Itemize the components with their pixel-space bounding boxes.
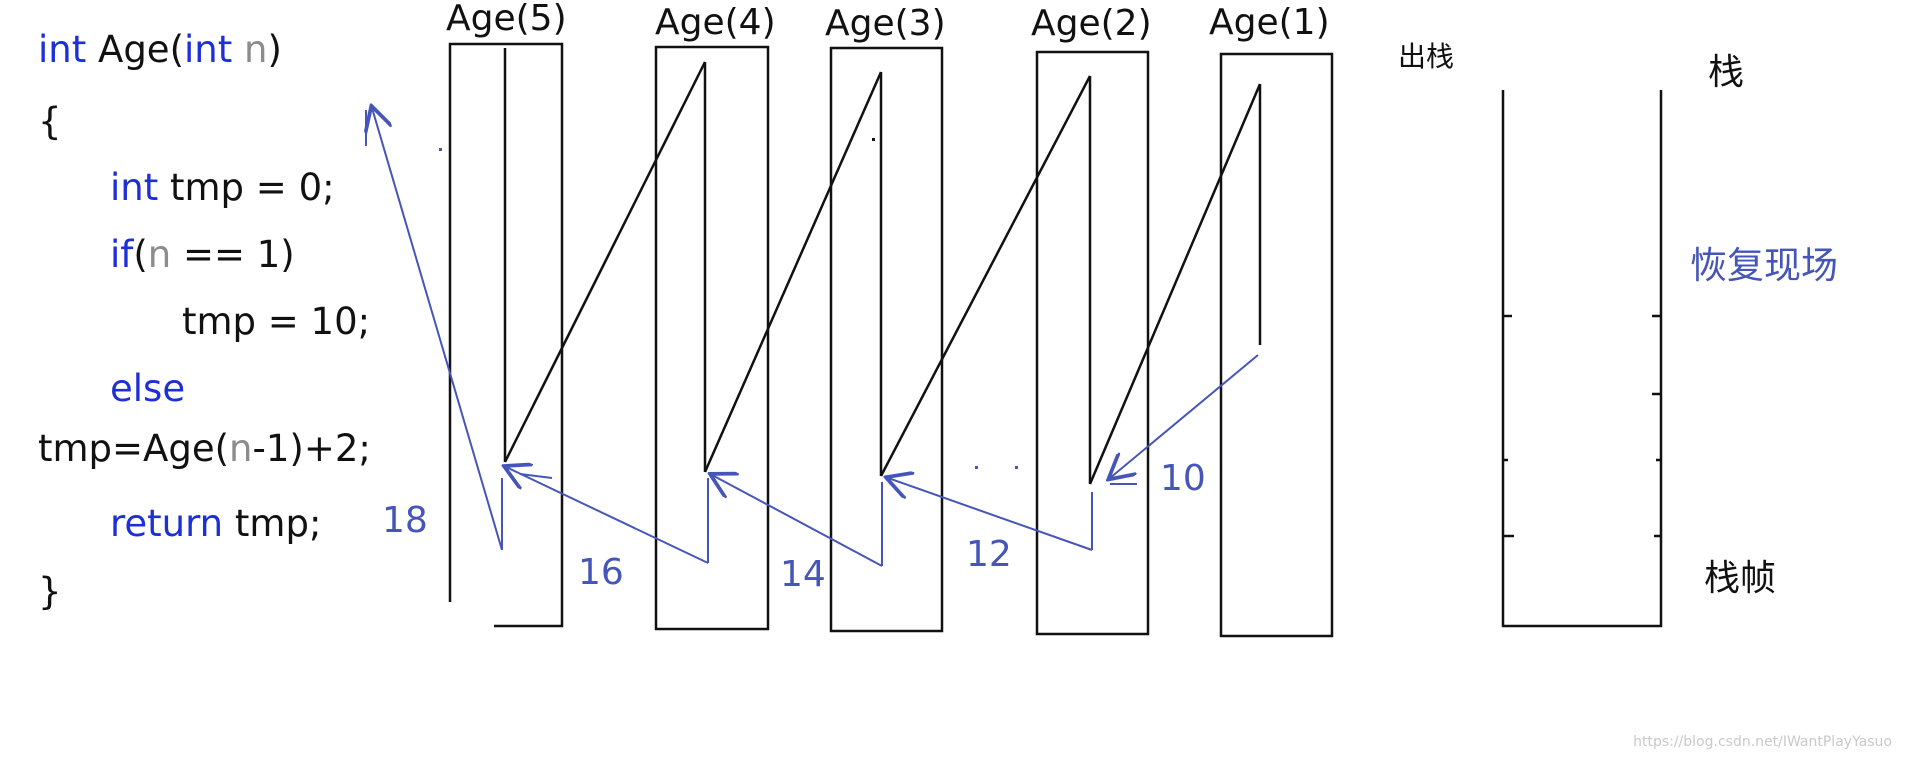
frame-box-age3 (829, 46, 944, 633)
stack-container (1501, 90, 1663, 628)
frame-label-age4: Age(4) (655, 2, 776, 43)
code-line-else: else (110, 367, 185, 410)
if-cond: == 1) (171, 233, 295, 276)
frame-box-age4 (654, 45, 770, 631)
return-value-12: 12 (966, 534, 1012, 575)
recurse-param: n (229, 427, 253, 470)
frame-label-age5: Age(5) (446, 0, 567, 39)
return-value-10: 10 (1160, 458, 1206, 499)
paren-close: ) (267, 28, 282, 71)
return-value-16: 16 (578, 552, 624, 593)
frame-box-age1 (1219, 52, 1334, 638)
return-value-18: 18 (382, 500, 428, 541)
call-link-5-4 (503, 61, 707, 463)
frame-label-age2: Age(2) (1031, 3, 1152, 44)
watermark: https://blog.csdn.net/IWantPlayYasuo (1633, 734, 1892, 750)
frame-label-age1: Age(1) (1209, 2, 1330, 43)
code-line-return: return tmp; (110, 502, 321, 545)
if-open: ( (133, 233, 148, 276)
if-param: n (147, 233, 172, 276)
restore-label: 恢复现场 (1690, 244, 1838, 287)
kw-else: else (110, 367, 186, 410)
code-line-if: if(n == 1) (110, 233, 295, 276)
recurse-b: -1)+2; (252, 427, 371, 470)
kw-int: int (38, 28, 87, 71)
code-line-signature: int Age(int n) (38, 28, 282, 71)
return-tick-age5 (519, 473, 553, 479)
code-line-open-brace: { (38, 100, 62, 143)
code-line-tmp10: tmp = 10; (182, 300, 371, 343)
fn-name: Age( (86, 28, 185, 71)
tmp-decl: tmp = 0; (158, 166, 335, 209)
recurse-a: tmp=Age( (38, 427, 230, 470)
kw-if: if (110, 233, 134, 276)
frame-label-age3: Age(3) (825, 3, 946, 44)
kw-return: return (110, 502, 224, 545)
return-arrow-18 (372, 108, 503, 551)
return-arrow-12 (888, 478, 1093, 551)
return-arrow-14 (712, 475, 883, 567)
code-line-recurse: tmp=Age(n-1)+2; (38, 427, 371, 470)
stack-outline (1501, 90, 1663, 628)
frame-boxes (448, 42, 1334, 638)
stray-marks (439, 138, 1018, 469)
return-rest: tmp; (223, 502, 322, 545)
call-link-2-1 (1088, 83, 1262, 485)
code-line-int-tmp: int tmp = 0; (110, 166, 335, 209)
call-link-3-2 (879, 75, 1092, 477)
call-path (503, 48, 1262, 485)
return-arrow-10 (1110, 354, 1259, 478)
stack-label: 栈 (1708, 52, 1744, 93)
call-link-4-3 (703, 71, 883, 473)
pop-label: 出栈 (1398, 40, 1454, 73)
frame-box-age5 (448, 42, 564, 628)
return-path (366, 108, 1259, 567)
code-line-close-brace: } (38, 570, 62, 613)
kw-int-tmp: int (110, 166, 159, 209)
return-value-14: 14 (780, 554, 826, 595)
return-arrow-16 (506, 467, 709, 564)
frame-label: 栈帧 (1704, 558, 1776, 599)
param-n: n (244, 28, 268, 71)
frame-box-age2 (1035, 50, 1150, 636)
kw-int-param: int (184, 28, 233, 71)
